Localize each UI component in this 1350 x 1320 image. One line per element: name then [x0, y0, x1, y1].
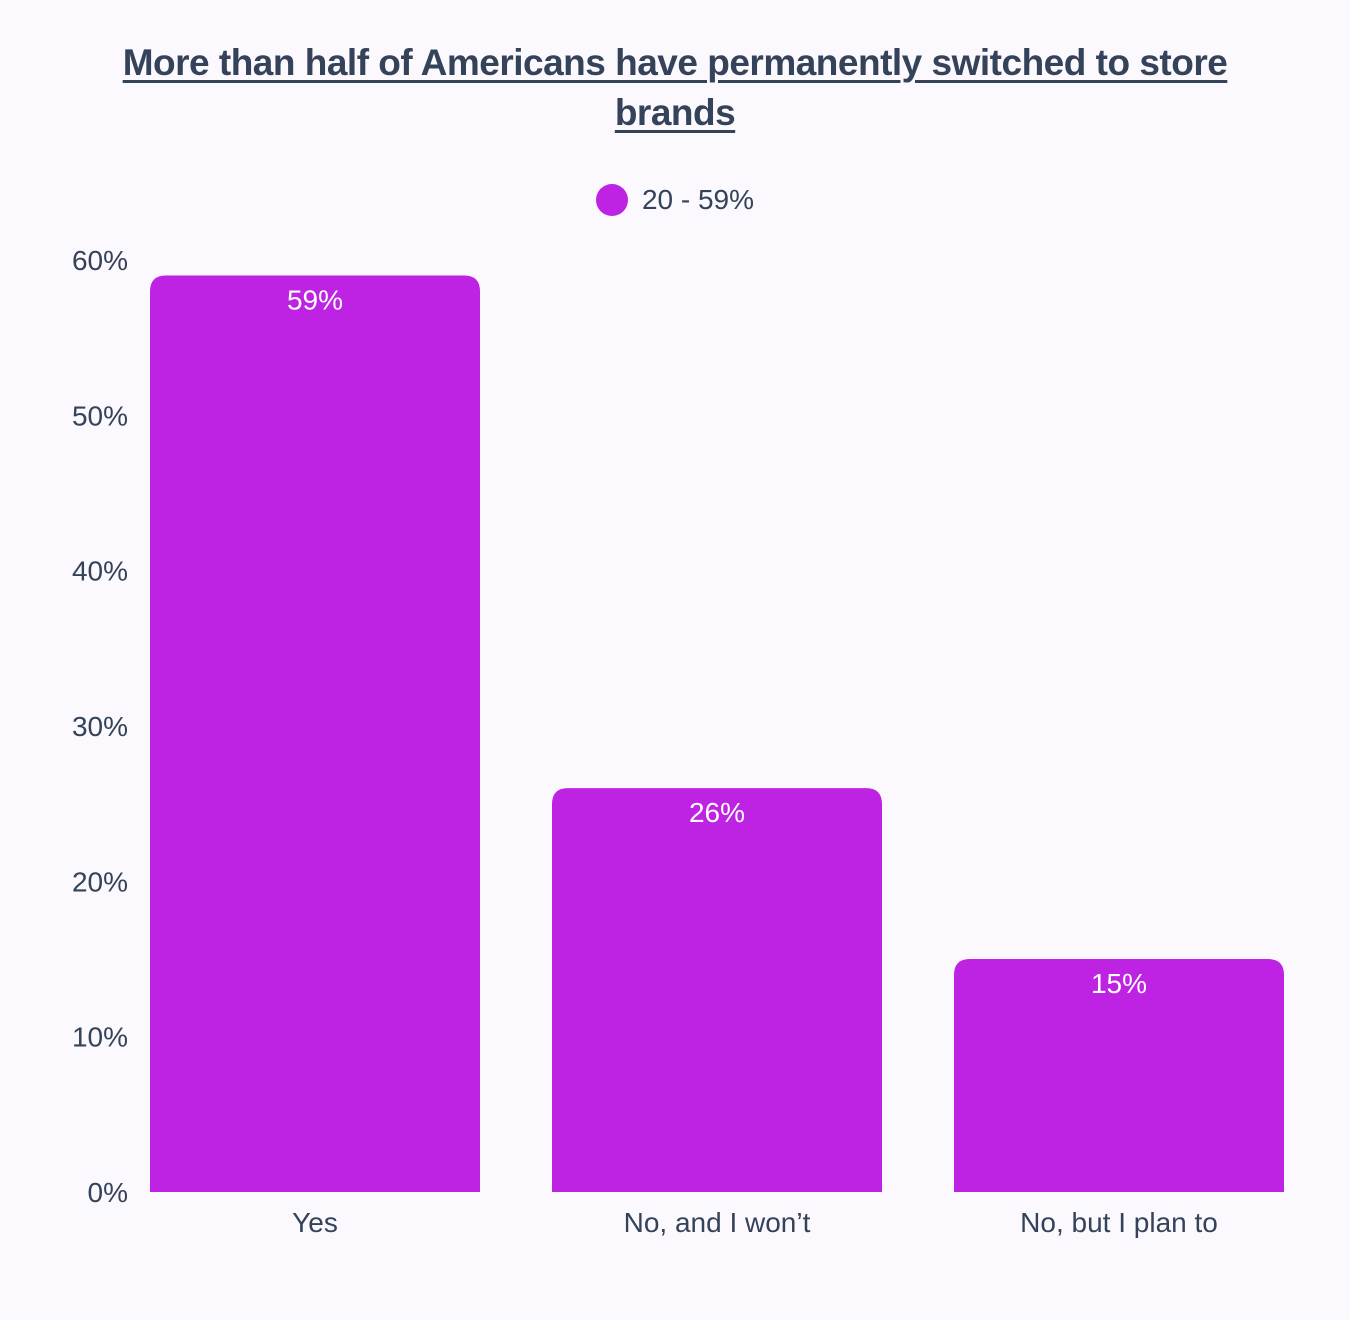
y-tick-label: 30%: [72, 711, 128, 742]
bar-data-label: 15%: [1091, 968, 1147, 999]
x-category-label: Yes: [292, 1207, 338, 1238]
legend-swatch-icon: [595, 184, 628, 216]
x-category-label: No, and I won’t: [624, 1207, 811, 1238]
x-axis: Yes No, and I won’t No, but I plan to: [292, 1207, 1218, 1238]
bar: [954, 959, 1284, 1192]
legend: 20 - 59%: [0, 184, 1350, 216]
x-category-label: No, but I plan to: [1020, 1207, 1218, 1238]
y-tick-label: 40%: [72, 556, 128, 587]
legend-label: 20 - 59%: [641, 184, 755, 215]
y-tick-label: 0%: [88, 1177, 128, 1208]
chart-title: More than half of Americans have permane…: [122, 42, 1228, 133]
bar-data-label: 26%: [689, 797, 745, 828]
y-axis: 0% 10% 20% 30% 40% 50% 60%: [72, 245, 128, 1208]
bar: [552, 788, 882, 1192]
bars: 59% 26% 15%: [150, 275, 1284, 1192]
y-tick-label: 20%: [72, 866, 128, 897]
y-tick-label: 50%: [72, 400, 128, 431]
y-tick-label: 10%: [72, 1022, 128, 1053]
y-tick-label: 60%: [72, 245, 128, 276]
bar: [150, 275, 480, 1192]
bar-data-label: 59%: [287, 285, 343, 316]
